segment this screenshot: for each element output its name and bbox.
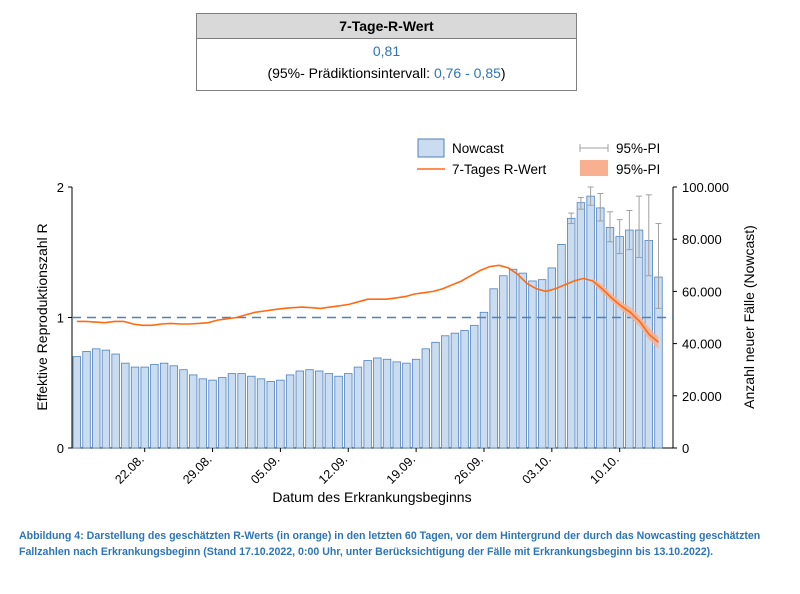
- nowcast-bar: [557, 244, 566, 449]
- nowcast-bar: [499, 275, 508, 449]
- y-left-tick-label: 0: [57, 441, 64, 456]
- nowcast-bar: [373, 357, 382, 449]
- nowcast-bar: [285, 374, 295, 449]
- legend-rline-label: 7-Tages R-Wert: [452, 162, 547, 177]
- nowcast-bar: [431, 341, 440, 449]
- nowcast-bar: [247, 375, 256, 449]
- x-tick-label: 22.08.: [112, 452, 146, 486]
- y-left-tick-label: 2: [57, 180, 64, 195]
- y-right-tick-label: 60.000: [682, 284, 722, 299]
- nowcast-bar: [121, 362, 130, 449]
- x-tick-label: 19.09.: [384, 452, 418, 486]
- x-tick-label: 05.09.: [248, 452, 282, 486]
- nowcast-bar: [179, 369, 188, 449]
- x-tick-label: 10.10.: [587, 452, 621, 486]
- nowcast-bar: [625, 229, 634, 449]
- x-axis-title: Datum des Erkrankungsbeginns: [272, 489, 471, 505]
- nowcast-bar: [411, 358, 421, 449]
- nowcast-bar: [237, 373, 246, 449]
- nowcast-bar: [353, 366, 363, 449]
- nowcast-bar: [150, 364, 159, 449]
- nowcast-bar: [421, 348, 430, 449]
- figure-caption: Abbildung 4: Darstellung des geschätzten…: [19, 530, 761, 558]
- nowcast-bar: [596, 207, 605, 449]
- x-tick-label: 26.09.: [452, 452, 486, 486]
- nowcast-bar: [159, 362, 169, 449]
- y-right-tick-label: 20.000: [682, 389, 722, 404]
- y-right-tick-label: 0: [682, 441, 689, 456]
- nowcast-bar: [518, 272, 527, 449]
- legend-pi-band-swatch: [580, 160, 608, 176]
- nowcast-bar: [586, 195, 595, 449]
- nowcast-bar: [324, 373, 334, 449]
- nowcast-bar: [528, 280, 537, 449]
- nowcast-bar: [256, 378, 266, 449]
- y-axis-right-title: Anzahl neuer Fälle (Nowcast): [741, 225, 757, 409]
- nowcast-bar: [169, 365, 178, 449]
- y-axis-left-title: Effektive Reproduktionszahl R: [34, 223, 50, 410]
- y-right-tick-label: 100.000: [682, 180, 729, 195]
- pi-suffix: ): [500, 65, 506, 81]
- nowcast-bar: [605, 227, 615, 449]
- x-tick-label: 29.08.: [180, 452, 214, 486]
- nowcast-bar: [276, 379, 285, 449]
- nowcast-bar: [344, 373, 353, 449]
- pi-prefix: (95%- Prädiktionsintervall:: [267, 65, 434, 81]
- nowcast-bar: [615, 236, 624, 449]
- nowcast-bar: [218, 377, 227, 449]
- prediction-interval: (95%- Prädiktionsintervall: 0,76 - 0,85): [197, 65, 576, 81]
- pi-range: 0,76 - 0,85: [433, 65, 501, 81]
- nowcast-bar: [92, 348, 101, 449]
- nowcast-bar: [450, 332, 460, 449]
- nowcast-bar: [363, 360, 372, 449]
- nowcast-bar: [266, 381, 275, 449]
- nowcast-bar: [547, 267, 557, 449]
- nowcast-bar: [188, 374, 198, 449]
- nowcast-bar: [111, 353, 120, 449]
- y-right-tick-label: 40.000: [682, 337, 722, 352]
- nowcast-bar: [441, 335, 450, 449]
- nowcast-bar: [460, 330, 469, 449]
- r-value-chart: 0 1 2 0 20.000 40.000 60.000 80.000 100.000 22.08…: [34, 138, 757, 505]
- nowcast-bar: [334, 375, 343, 449]
- nowcast-bar: [305, 369, 314, 449]
- nowcast-bar: [295, 370, 304, 449]
- nowcast-bar: [392, 361, 401, 449]
- nowcast-bar: [101, 349, 111, 449]
- nowcast-bar: [576, 202, 586, 449]
- r-line: [76, 264, 660, 343]
- nowcast-bar: [567, 217, 576, 449]
- nowcast-bar: [479, 311, 489, 449]
- nowcast-bar: [82, 351, 91, 449]
- nowcast-bar: [72, 356, 82, 449]
- nowcast-bar: [227, 373, 237, 449]
- r-value-box-title: 7-Tage-R-Wert: [197, 14, 576, 39]
- nowcast-bar: [537, 279, 547, 449]
- legend-nowcast-label: Nowcast: [452, 141, 504, 156]
- nowcast-bar: [208, 379, 217, 449]
- nowcast-bar: [402, 362, 411, 449]
- nowcast-bar: [508, 268, 518, 449]
- nowcast-bar: [634, 229, 644, 449]
- x-tick-label: 03.10.: [519, 452, 553, 486]
- x-tick-label: 12.09.: [316, 452, 350, 486]
- r-value-box: 7-Tage-R-Wert 0,81 (95%- Prädiktionsinte…: [196, 13, 577, 91]
- nowcast-bar: [130, 366, 140, 449]
- legend-pi-bars-label: 95%-PI: [616, 141, 660, 156]
- y-left-tick-label: 1: [57, 311, 64, 326]
- nowcast-bar: [489, 288, 498, 449]
- legend-pi-band-label: 95%-PI: [616, 162, 660, 177]
- nowcast-bar: [315, 370, 324, 449]
- legend-nowcast-swatch: [417, 138, 445, 158]
- nowcast-bar: [382, 358, 392, 449]
- y-right-tick-label: 80.000: [682, 232, 722, 247]
- nowcast-bar: [470, 324, 479, 449]
- nowcast-bar: [140, 366, 149, 449]
- r-value: 0,81: [372, 43, 401, 59]
- nowcast-bar: [198, 378, 208, 449]
